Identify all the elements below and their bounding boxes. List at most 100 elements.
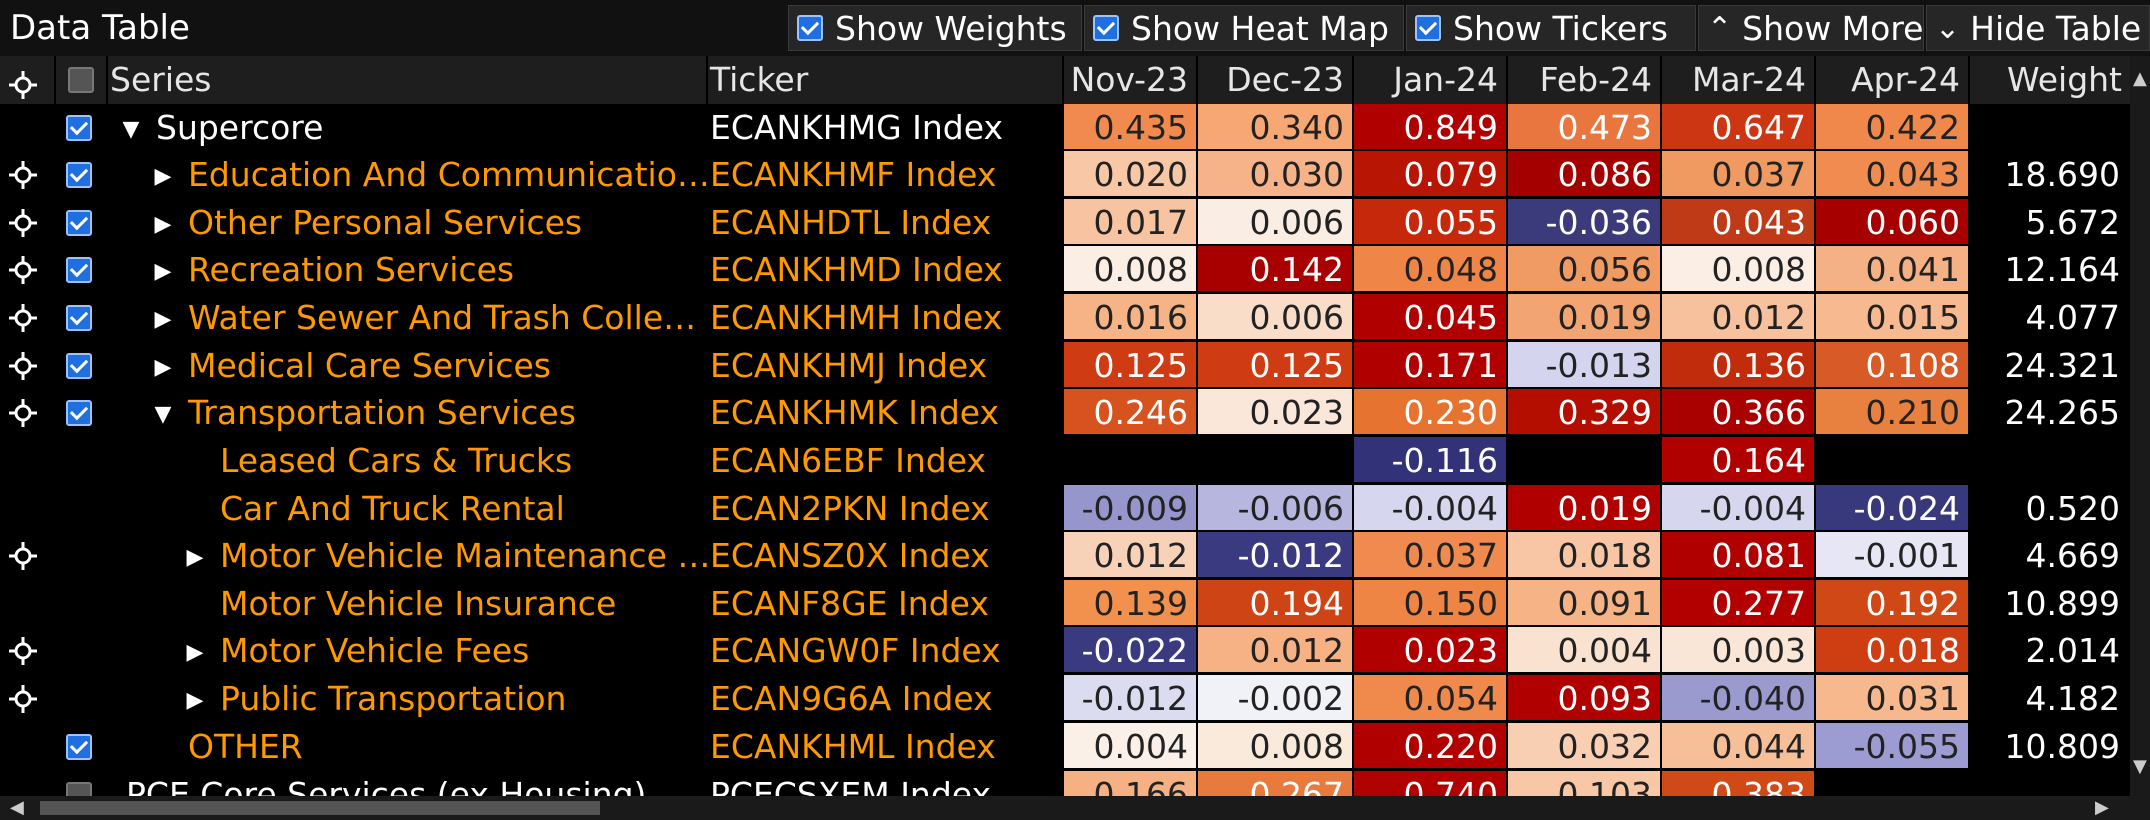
header-pin-column[interactable] xyxy=(0,56,56,104)
series-cell[interactable]: ▶ Public Transportation xyxy=(180,675,708,722)
table-row[interactable]: Leased Cars & Trucks ECAN6EBF Index -0.116… xyxy=(0,437,2130,484)
value-cell[interactable]: 0.192 xyxy=(1816,580,1970,627)
scroll-right-icon[interactable]: ▶ xyxy=(2095,797,2109,818)
value-cell[interactable]: 0.008 xyxy=(1662,246,1816,293)
header-ticker[interactable]: Ticker xyxy=(708,56,1064,104)
ticker-cell[interactable]: ECANGW0F Index xyxy=(710,631,1001,670)
value-cell[interactable] xyxy=(1508,437,1662,484)
value-cell[interactable]: -0.116 xyxy=(1354,437,1508,484)
crosshair-pin-icon[interactable] xyxy=(8,303,38,333)
show-weights-toggle[interactable]: Show Weights xyxy=(788,5,1082,51)
expand-triangle-icon[interactable]: ▶ xyxy=(154,212,172,237)
value-cell[interactable] xyxy=(1064,437,1198,484)
expand-triangle-icon[interactable]: ▶ xyxy=(186,640,204,665)
table-row[interactable]: ▼ Transportation Services ECANKHMK Index 0.… xyxy=(0,389,2130,436)
value-cell[interactable]: -0.024 xyxy=(1816,485,1970,532)
value-cell[interactable]: 0.329 xyxy=(1508,389,1662,436)
ticker-cell[interactable]: ECANKHMG Index xyxy=(710,108,1003,147)
value-cell[interactable]: -0.009 xyxy=(1064,485,1198,532)
row-checkbox-checked-icon[interactable] xyxy=(66,257,92,283)
show-heat-map-toggle[interactable]: Show Heat Map xyxy=(1084,5,1404,51)
value-cell[interactable] xyxy=(1816,437,1970,484)
crosshair-pin-icon[interactable] xyxy=(8,398,38,428)
value-cell[interactable]: 0.019 xyxy=(1508,294,1662,341)
scroll-left-icon[interactable]: ◀ xyxy=(10,797,24,818)
crosshair-pin-icon[interactable] xyxy=(8,541,38,571)
header-weight[interactable]: Weight xyxy=(2007,60,2122,99)
value-cell[interactable]: 0.044 xyxy=(1662,723,1816,770)
table-row[interactable]: ▼ Supercore ECANKHMG Index 0.435 0.340 0.849 0… xyxy=(0,104,2130,151)
show-more-button[interactable]: ⌃ Show More xyxy=(1698,5,1924,51)
value-cell[interactable]: 0.045 xyxy=(1354,294,1508,341)
value-cell[interactable]: 0.125 xyxy=(1064,342,1198,389)
value-cell[interactable]: 0.043 xyxy=(1816,151,1970,198)
collapse-triangle-icon[interactable]: ▼ xyxy=(122,117,140,142)
header-month[interactable]: Mar-24 xyxy=(1662,56,1816,104)
value-cell[interactable]: 0.043 xyxy=(1662,199,1816,246)
crosshair-pin-icon[interactable] xyxy=(8,208,38,238)
collapse-triangle-icon[interactable]: ▼ xyxy=(154,402,172,427)
ticker-cell[interactable]: ECAN6EBF Index xyxy=(710,441,986,480)
header-series[interactable]: Series xyxy=(108,56,708,104)
row-checkbox-unchecked-icon[interactable] xyxy=(66,782,92,796)
value-cell[interactable]: 0.004 xyxy=(1508,627,1662,674)
ticker-cell[interactable]: ECAN2PKN Index xyxy=(710,489,990,528)
expand-triangle-icon[interactable]: ▶ xyxy=(154,259,172,284)
value-cell[interactable]: 0.267 xyxy=(1198,771,1354,796)
series-cell[interactable]: PCE Core Services (ex Housing) xyxy=(116,771,708,796)
value-cell[interactable]: 0.008 xyxy=(1198,723,1354,770)
value-cell[interactable]: 0.230 xyxy=(1354,389,1508,436)
value-cell[interactable]: 0.164 xyxy=(1662,437,1816,484)
crosshair-pin-icon[interactable] xyxy=(8,255,38,285)
value-cell[interactable]: -0.036 xyxy=(1508,199,1662,246)
expand-triangle-icon[interactable]: ▶ xyxy=(154,355,172,380)
value-cell[interactable]: 0.079 xyxy=(1354,151,1508,198)
value-cell[interactable]: 0.435 xyxy=(1064,104,1198,151)
value-cell[interactable]: 0.166 xyxy=(1064,771,1198,796)
value-cell[interactable]: 0.366 xyxy=(1662,389,1816,436)
row-checkbox-checked-icon[interactable] xyxy=(66,305,92,331)
series-cell[interactable]: Leased Cars & Trucks xyxy=(180,437,708,484)
value-cell[interactable]: 0.017 xyxy=(1064,199,1198,246)
header-month[interactable]: Apr-24 xyxy=(1816,56,1970,104)
crosshair-pin-icon[interactable] xyxy=(8,684,38,714)
series-cell[interactable]: Motor Vehicle Insurance xyxy=(180,580,708,627)
value-cell[interactable]: 0.018 xyxy=(1508,532,1662,579)
crosshair-pin-icon[interactable] xyxy=(8,160,38,190)
series-cell[interactable]: ▶ Recreation Services xyxy=(148,246,708,293)
header-select-all[interactable] xyxy=(56,56,108,104)
value-cell[interactable]: 0.041 xyxy=(1816,246,1970,293)
value-cell[interactable]: 0.103 xyxy=(1508,771,1662,796)
ticker-cell[interactable]: ECANKHMJ Index xyxy=(710,346,988,385)
show-tickers-toggle[interactable]: Show Tickers xyxy=(1406,5,1696,51)
value-cell[interactable]: -0.040 xyxy=(1662,675,1816,722)
expand-triangle-icon[interactable]: ▶ xyxy=(154,164,172,189)
value-cell[interactable]: -0.013 xyxy=(1508,342,1662,389)
row-checkbox-checked-icon[interactable] xyxy=(66,353,92,379)
value-cell[interactable]: 0.023 xyxy=(1354,627,1508,674)
table-row[interactable]: ▶ Water Sewer And Trash Colle… ECANKHMH In… xyxy=(0,294,2130,341)
ticker-cell[interactable]: ECANF8GE Index xyxy=(710,584,989,623)
row-checkbox-checked-icon[interactable] xyxy=(66,734,92,760)
table-row[interactable]: Car And Truck Rental ECAN2PKN Index -0.009… xyxy=(0,485,2130,532)
value-cell[interactable]: 0.340 xyxy=(1198,104,1354,151)
value-cell[interactable]: 0.018 xyxy=(1816,627,1970,674)
value-cell[interactable]: 0.647 xyxy=(1662,104,1816,151)
value-cell[interactable]: 0.246 xyxy=(1064,389,1198,436)
value-cell[interactable]: 0.091 xyxy=(1508,580,1662,627)
header-month[interactable]: Jan-24 xyxy=(1354,56,1508,104)
horizontal-scroll-thumb[interactable] xyxy=(40,801,600,815)
ticker-cell[interactable]: ECANKHMK Index xyxy=(710,393,1000,432)
value-cell[interactable]: -0.002 xyxy=(1198,675,1354,722)
value-cell[interactable]: 0.220 xyxy=(1354,723,1508,770)
value-cell[interactable]: 0.150 xyxy=(1354,580,1508,627)
row-checkbox-checked-icon[interactable] xyxy=(66,400,92,426)
series-cell[interactable]: ▼ Transportation Services xyxy=(148,389,708,436)
header-month[interactable]: Nov-23 xyxy=(1064,56,1198,104)
value-cell[interactable]: -0.022 xyxy=(1064,627,1198,674)
value-cell[interactable]: 0.032 xyxy=(1508,723,1662,770)
value-cell[interactable] xyxy=(1816,771,1970,796)
vertical-scrollbar[interactable]: ▲ ▼ xyxy=(2130,56,2150,796)
value-cell[interactable]: -0.012 xyxy=(1064,675,1198,722)
series-cell[interactable]: ▶ Motor Vehicle Maintenance … xyxy=(180,532,708,579)
